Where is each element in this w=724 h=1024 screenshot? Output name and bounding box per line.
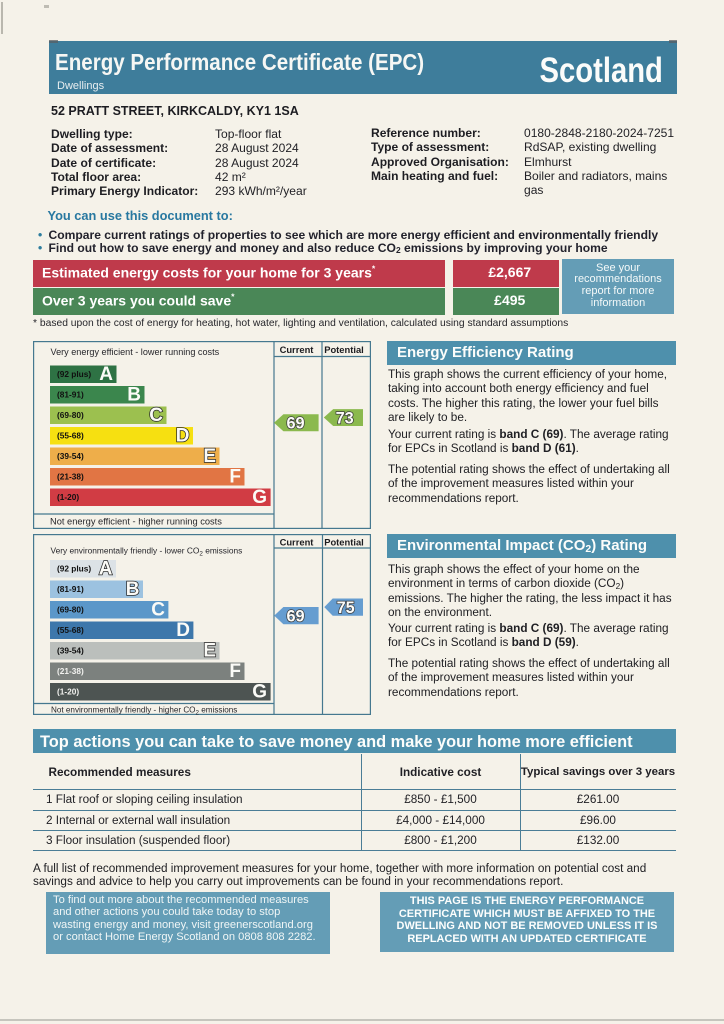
svg-text:(81-91): (81-91) <box>57 390 84 400</box>
svg-text:Current: Current <box>280 344 314 355</box>
svg-text:(21-38): (21-38) <box>57 472 84 482</box>
svg-text:(92 plus): (92 plus) <box>57 564 91 574</box>
svg-text:Very energy efficient - lower: Very energy efficient - lower running co… <box>51 347 220 357</box>
svg-text:C: C <box>149 405 163 426</box>
svg-text:Current: Current <box>280 537 314 548</box>
svg-text:(55-68): (55-68) <box>57 431 84 441</box>
svg-text:Potential: Potential <box>324 344 364 355</box>
svg-text:(1-20): (1-20) <box>57 492 79 502</box>
svg-text:(21-38): (21-38) <box>57 666 84 676</box>
svg-text:Not environmentally friendly -: Not environmentally friendly - higher CO… <box>51 706 237 715</box>
svg-text:(55-68): (55-68) <box>57 625 84 635</box>
svg-text:Potential: Potential <box>324 537 364 548</box>
svg-text:F: F <box>229 467 241 488</box>
svg-text:F: F <box>229 661 241 682</box>
svg-text:75: 75 <box>337 599 355 617</box>
svg-text:E: E <box>203 641 216 662</box>
svg-text:(92 plus): (92 plus) <box>57 369 91 379</box>
svg-text:G: G <box>252 487 267 508</box>
svg-text:(39-54): (39-54) <box>57 451 84 461</box>
svg-text:69: 69 <box>286 607 304 625</box>
svg-text:A: A <box>99 559 113 580</box>
svg-text:(81-91): (81-91) <box>57 584 84 594</box>
svg-text:A: A <box>99 364 113 385</box>
svg-text:Not energy efficient - higher: Not energy efficient - higher running co… <box>50 516 222 526</box>
svg-text:73: 73 <box>336 409 354 427</box>
svg-text:(1-20): (1-20) <box>57 687 79 697</box>
svg-text:Very environmentally friendly: Very environmentally friendly - lower CO… <box>51 546 243 558</box>
svg-text:69: 69 <box>286 415 304 433</box>
svg-text:B: B <box>126 579 140 600</box>
svg-text:(69-80): (69-80) <box>57 410 84 420</box>
svg-text:C: C <box>151 600 165 621</box>
svg-text:(69-80): (69-80) <box>57 605 84 615</box>
svg-text:D: D <box>176 620 190 641</box>
svg-text:B: B <box>127 385 141 406</box>
svg-text:E: E <box>203 446 216 467</box>
svg-text:(39-54): (39-54) <box>57 646 84 656</box>
svg-text:D: D <box>176 426 190 447</box>
svg-text:G: G <box>252 682 267 703</box>
